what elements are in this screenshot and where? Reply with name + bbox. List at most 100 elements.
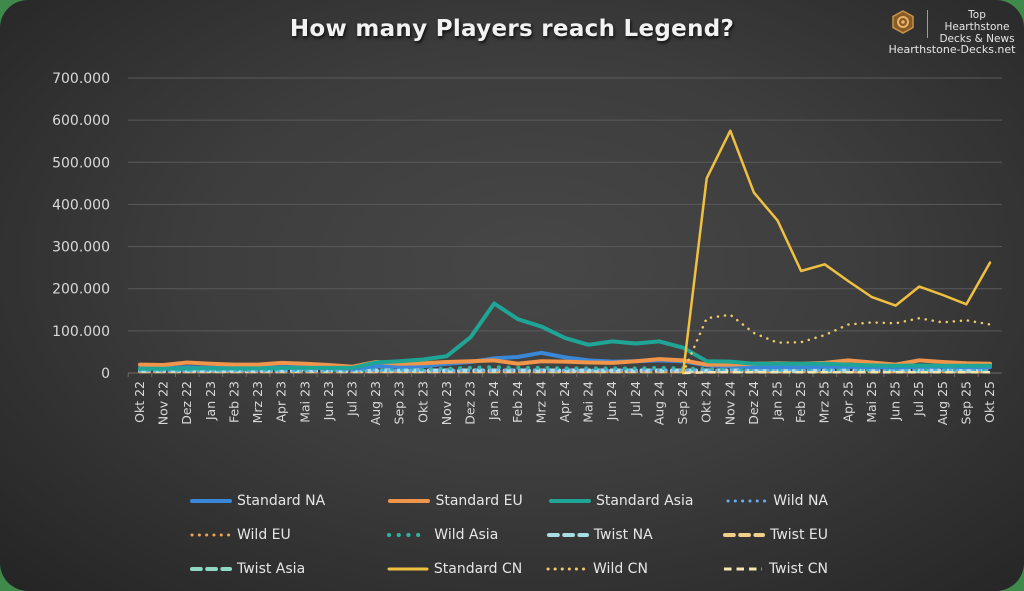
- brand-separator: [927, 10, 928, 38]
- x-tick-label: Mrz 24: [533, 381, 548, 423]
- legend-item-twist-asia[interactable]: Twist Asia: [188, 552, 385, 586]
- x-tick-label: Okt 25: [982, 381, 997, 423]
- legend-label: Twist CN: [768, 561, 828, 577]
- legend-swatch-icon: [388, 499, 431, 503]
- x-tick-label: Aug 23: [368, 381, 383, 425]
- legend-item-standard-asia[interactable]: Standard Asia: [547, 484, 724, 518]
- x-tick-label: Jan 25: [770, 381, 785, 421]
- x-tick-label: Mrz 23: [250, 381, 265, 423]
- x-tick-label: Jul 25: [911, 381, 926, 417]
- legend-row: Standard NA Standard EU Standard Asia Wild …: [188, 484, 828, 518]
- legend-label: Wild NA: [773, 493, 828, 509]
- legend-label: Standard NA: [237, 493, 326, 509]
- series-wild-cn: [681, 313, 992, 375]
- x-tick-label: Aug 24: [651, 381, 666, 425]
- legend-swatch-icon: [548, 499, 591, 503]
- x-tick-label: Jul 24: [628, 381, 643, 417]
- x-tick-label: Apr 25: [840, 381, 855, 423]
- x-tick-label: Jan 23: [203, 381, 218, 421]
- brand-url[interactable]: Hearthstone-Decks.net: [888, 43, 1016, 56]
- y-tick-label: 700.000: [52, 71, 110, 87]
- legend-item-standard-na[interactable]: Standard NA: [188, 484, 386, 518]
- x-tick-label: Mai 24: [581, 381, 596, 423]
- series-lines: [138, 129, 992, 375]
- legend-label: Wild EU: [237, 527, 291, 543]
- legend-item-wild-asia[interactable]: Wild Asia: [385, 518, 545, 552]
- hearthstone-logo-icon: [892, 10, 914, 34]
- x-tick-label: Feb 25: [793, 381, 808, 423]
- x-tick-label: Feb 23: [226, 381, 241, 423]
- legend-swatch-icon: [723, 567, 762, 571]
- y-tick-label: 300.000: [52, 240, 110, 256]
- legend-swatch-icon: [726, 499, 768, 503]
- brand-line2: Decks & News: [939, 33, 1015, 45]
- series-wild-na: [138, 368, 992, 373]
- x-tick-label: Sep 23: [392, 381, 407, 424]
- x-tick-label: Jun 24: [604, 381, 619, 421]
- legend-item-wild-cn[interactable]: Wild CN: [544, 552, 720, 586]
- chart-title: How many Players reach Legend?: [289, 16, 735, 42]
- y-tick-label: 500.000: [52, 155, 110, 171]
- x-tick-label: Nov 22: [156, 381, 171, 425]
- y-tick-label: 0: [101, 366, 110, 382]
- legend-label: Standard Asia: [595, 493, 694, 509]
- series-standard-eu: [138, 357, 992, 369]
- legend-label: Wild CN: [593, 561, 648, 577]
- chart-legend: Standard NA Standard EU Standard Asia Wild …: [188, 484, 828, 586]
- x-tick-label: Apr 23: [274, 381, 289, 423]
- x-tick-label: Jan 24: [486, 381, 501, 421]
- x-tick-label: Sep 25: [958, 381, 973, 424]
- x-tick-label: Feb 24: [510, 381, 525, 423]
- series-twist-cn: [683, 370, 990, 375]
- series-standard-cn: [681, 129, 992, 375]
- x-tick-label: Mrz 25: [817, 381, 832, 423]
- y-tick-label: 100.000: [52, 324, 110, 340]
- legend-swatch-icon: [387, 567, 429, 571]
- legend-row: Wild EU Wild Asia Twist NA Twist EU: [188, 518, 828, 552]
- x-tick-label: Okt 23: [415, 381, 430, 423]
- x-tick-label: Okt 22: [132, 381, 147, 423]
- legend-item-twist-na[interactable]: Twist NA: [545, 518, 721, 552]
- legend-item-twist-eu[interactable]: Twist EU: [721, 518, 828, 552]
- legend-label: Standard CN: [433, 561, 523, 577]
- legend-swatch-icon: [723, 533, 766, 537]
- legend-label: Twist EU: [770, 527, 828, 543]
- x-tick-label: Jun 23: [321, 381, 336, 421]
- x-tick-label: Nov 23: [439, 381, 454, 425]
- legend-item-standard-eu[interactable]: Standard EU: [386, 484, 546, 518]
- y-axis: 0 100.000 200.000 300.000 400.000 500.000 600.…: [52, 71, 110, 382]
- x-tick-label: Jun 25: [888, 381, 903, 421]
- x-axis: Okt 22 Nov 22 Dez 22 Jan 23 Feb 23 Mrz 23 Apr …: [127, 373, 997, 425]
- gridlines: [128, 77, 1002, 374]
- series-standard-asia: [138, 301, 992, 371]
- legend-swatch-icon: [387, 533, 430, 537]
- x-tick-label: Dez 22: [179, 381, 194, 425]
- legend-swatch-icon: [546, 567, 588, 571]
- brand-line1: Top Hearthstone: [944, 9, 1010, 33]
- legend-label: Twist Asia: [237, 561, 306, 577]
- x-tick-label: Mai 23: [297, 381, 312, 423]
- legend-item-wild-na[interactable]: Wild NA: [724, 484, 828, 518]
- y-tick-label: 200.000: [52, 282, 110, 298]
- legend-swatch-icon: [546, 533, 589, 537]
- x-tick-label: Okt 24: [699, 381, 714, 423]
- legend-swatch-icon: [190, 499, 232, 503]
- legend-item-twist-cn[interactable]: Twist CN: [720, 552, 828, 586]
- legend-row: Twist Asia Standard CN Wild CN Twist CN: [188, 552, 828, 586]
- legend-item-standard-cn[interactable]: Standard CN: [385, 552, 544, 586]
- y-tick-label: 600.000: [52, 113, 110, 129]
- legend-label: Standard EU: [435, 493, 523, 509]
- x-tick-label: Apr 24: [557, 381, 572, 423]
- x-tick-label: Dez 23: [463, 381, 478, 425]
- brand-tagline: Top Hearthstone Decks & News: [934, 9, 1020, 45]
- legend-swatch-icon: [190, 533, 232, 537]
- legend-label: Wild Asia: [434, 527, 499, 543]
- brand-logo-block[interactable]: Top Hearthstone Decks & News Hearthstone…: [884, 6, 1020, 60]
- legend-swatch-icon: [190, 567, 232, 571]
- legend-item-wild-eu[interactable]: Wild EU: [188, 518, 385, 552]
- x-tick-label: Aug 25: [935, 381, 950, 425]
- y-tick-label: 400.000: [52, 197, 110, 213]
- x-tick-label: Nov 24: [722, 381, 737, 425]
